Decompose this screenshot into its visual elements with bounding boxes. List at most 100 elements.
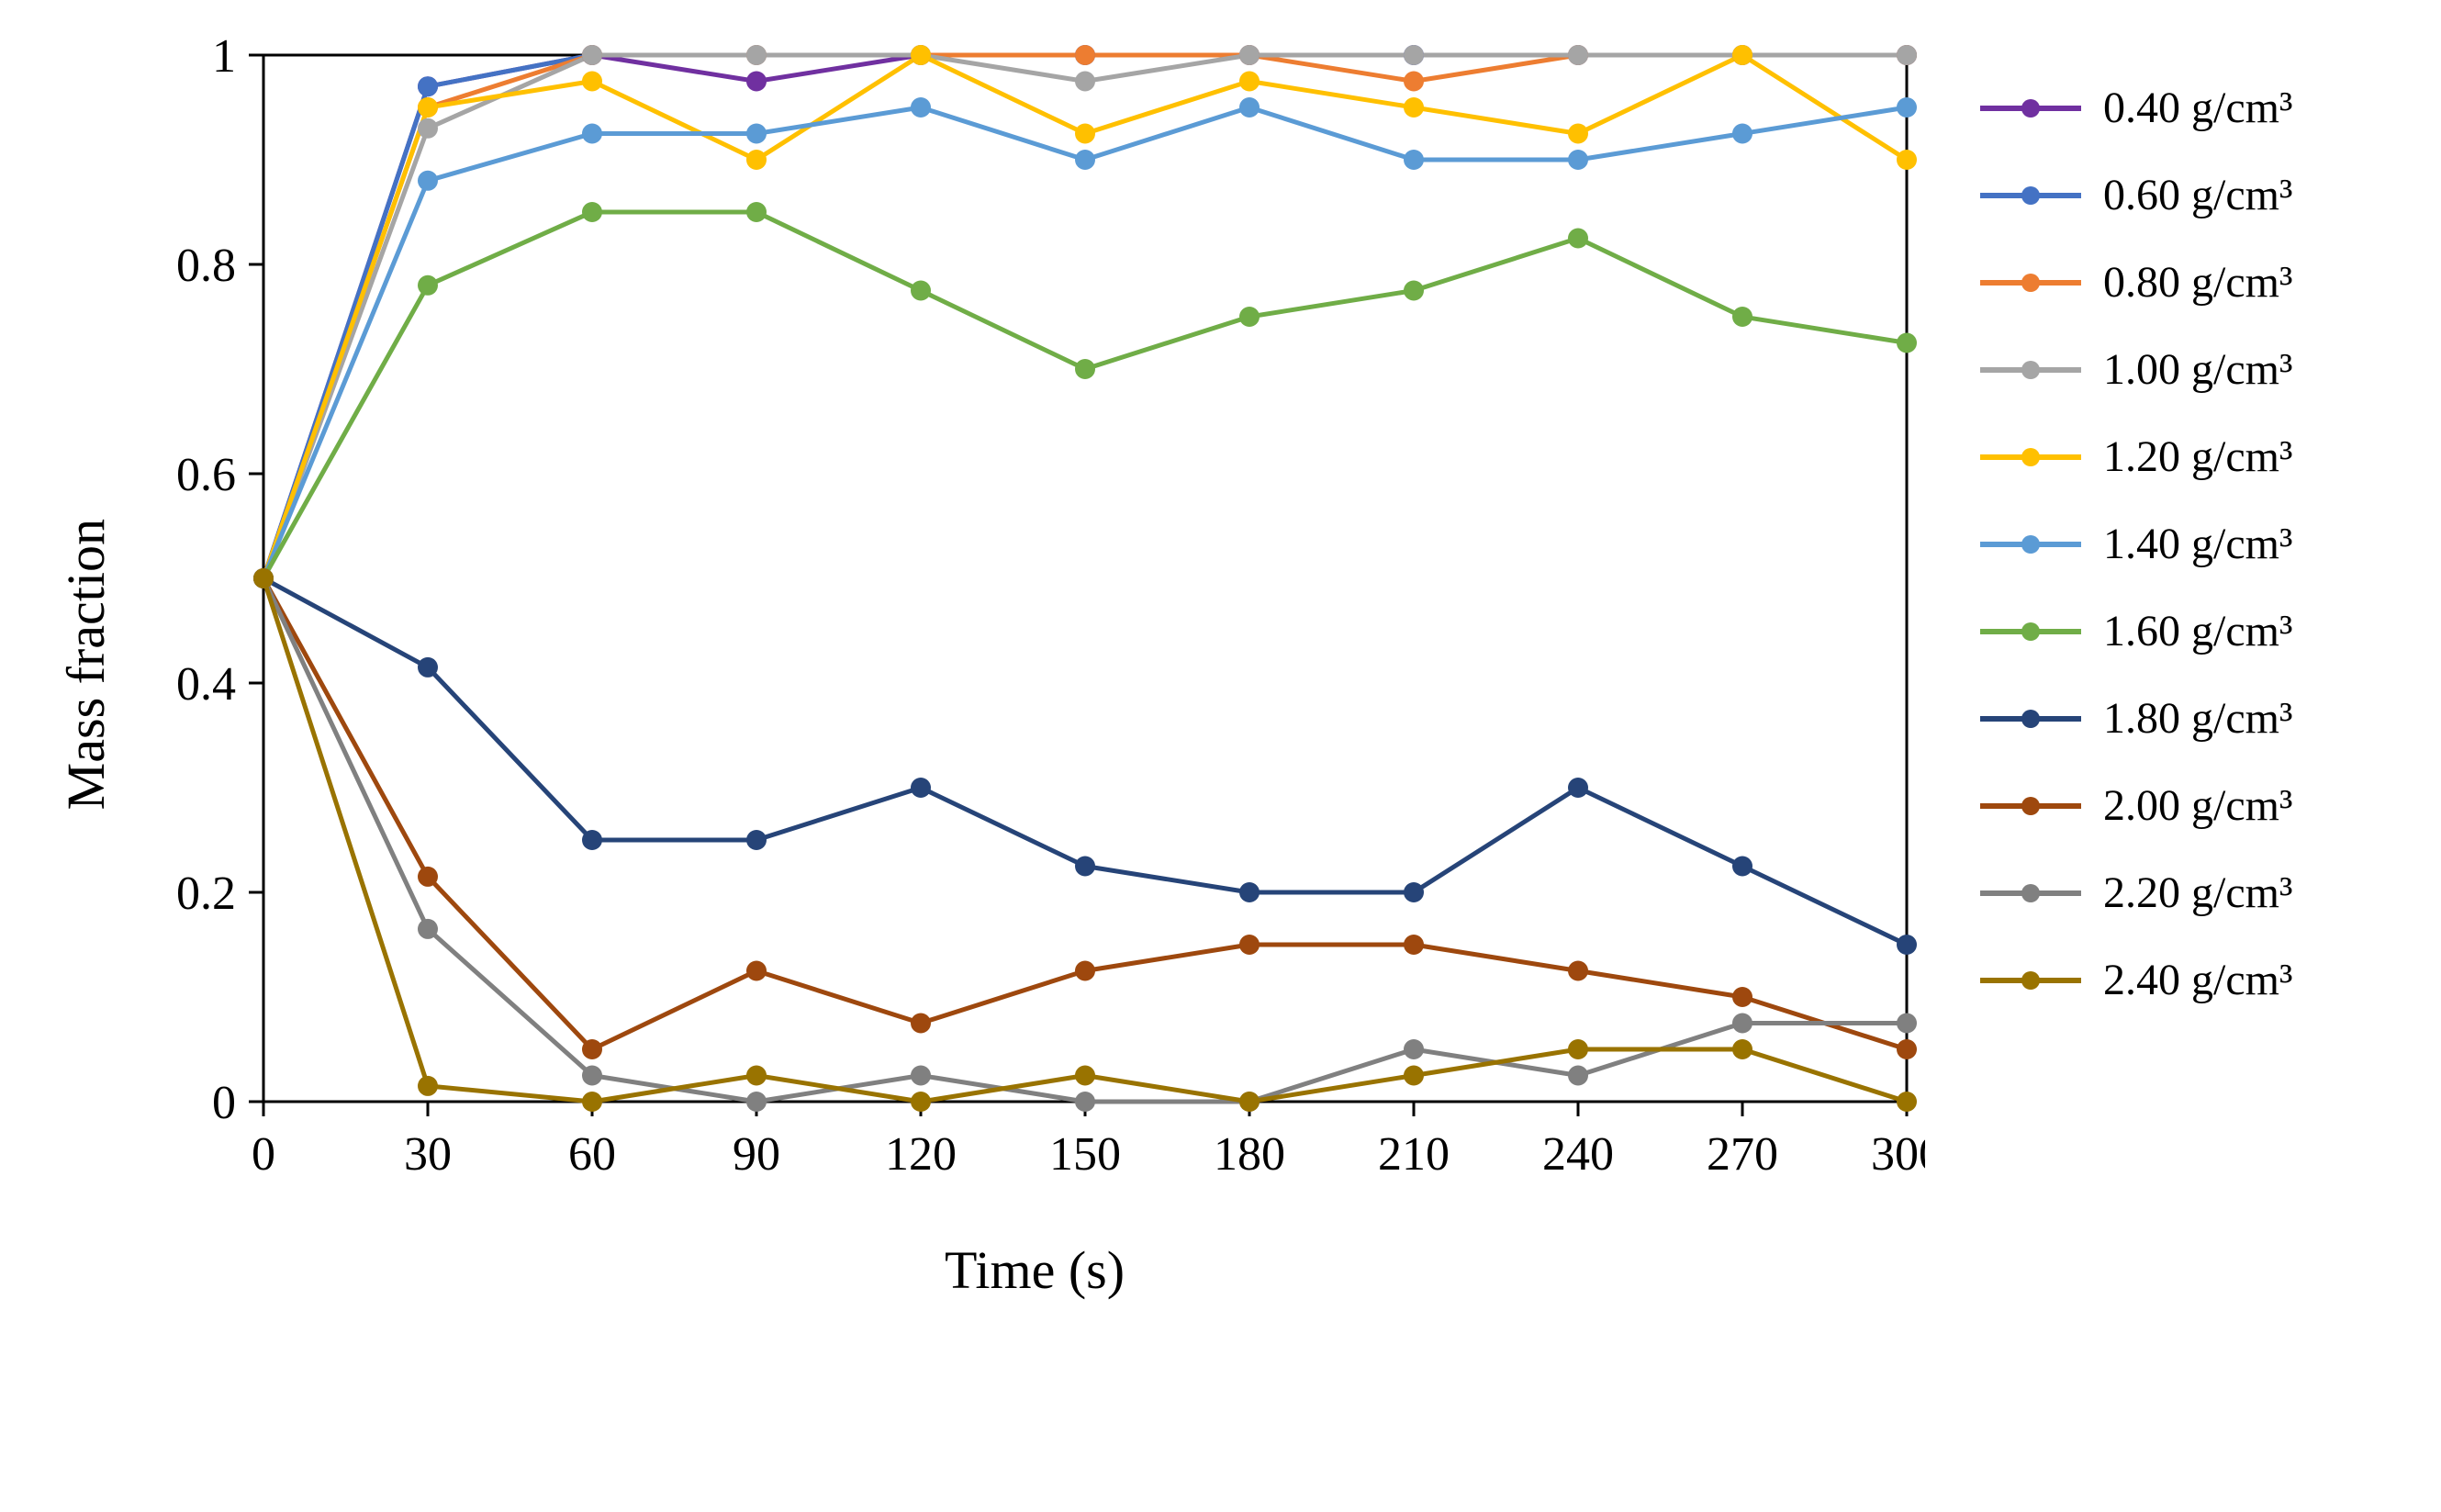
series-marker bbox=[746, 1066, 767, 1086]
series-marker bbox=[1568, 229, 1588, 249]
x-tick-label: 270 bbox=[1707, 1128, 1778, 1181]
legend-label: 1.80 g/cm³ bbox=[2103, 693, 2292, 744]
series-marker bbox=[1404, 150, 1424, 170]
legend-swatch-line bbox=[1980, 193, 2081, 198]
legend-swatch-line bbox=[1980, 454, 2081, 460]
series-marker bbox=[418, 76, 438, 96]
legend-label: 0.40 g/cm³ bbox=[2103, 83, 2292, 133]
series-marker bbox=[418, 118, 438, 139]
legend-label: 0.80 g/cm³ bbox=[2103, 257, 2292, 308]
series-marker bbox=[1732, 307, 1752, 327]
series-marker bbox=[911, 1092, 931, 1112]
legend-swatch-marker bbox=[2021, 710, 2040, 728]
legend-label: 2.00 g/cm³ bbox=[2103, 780, 2292, 831]
legend-swatch-marker bbox=[2021, 884, 2040, 902]
series-marker bbox=[1568, 778, 1588, 798]
legend-item: 2.40 g/cm³ bbox=[1980, 955, 2292, 1005]
series-marker bbox=[582, 202, 602, 222]
series-marker bbox=[1239, 1092, 1260, 1112]
series-marker bbox=[1239, 882, 1260, 902]
series-marker bbox=[418, 919, 438, 939]
series-marker bbox=[1568, 45, 1588, 65]
x-tick-label: 210 bbox=[1378, 1128, 1450, 1181]
series-marker bbox=[1239, 72, 1260, 92]
legend-label: 1.60 g/cm³ bbox=[2103, 606, 2292, 656]
legend-swatch-marker bbox=[2021, 186, 2040, 205]
legend-swatch-line bbox=[1980, 542, 2081, 547]
series-marker bbox=[1732, 45, 1752, 65]
series-marker bbox=[418, 275, 438, 296]
series-marker bbox=[1239, 307, 1260, 327]
legend-swatch-line bbox=[1980, 367, 2081, 373]
series-marker bbox=[911, 1066, 931, 1086]
series-marker bbox=[1568, 961, 1588, 981]
legend-item: 0.40 g/cm³ bbox=[1980, 83, 2292, 133]
series-line bbox=[263, 578, 1907, 945]
y-tick-label: 0.8 bbox=[176, 240, 236, 292]
series-marker bbox=[1732, 1014, 1752, 1034]
series-marker bbox=[1075, 72, 1095, 92]
series-marker bbox=[1568, 1039, 1588, 1059]
legend-item: 1.00 g/cm³ bbox=[1980, 344, 2292, 395]
legend-swatch-line bbox=[1980, 890, 2081, 896]
series-marker bbox=[1239, 935, 1260, 955]
series-marker bbox=[911, 1014, 931, 1034]
series-marker bbox=[1732, 1039, 1752, 1059]
series-marker bbox=[1075, 1066, 1095, 1086]
series-marker bbox=[1568, 1066, 1588, 1086]
series-marker bbox=[582, 1039, 602, 1059]
series-marker bbox=[1075, 45, 1095, 65]
legend-swatch-line bbox=[1980, 978, 2081, 983]
chart-stage: Mass fraction 03060901201501802102402703… bbox=[0, 0, 2441, 1512]
legend-swatch-line bbox=[1980, 280, 2081, 286]
series-marker bbox=[418, 171, 438, 191]
legend-swatch-marker bbox=[2021, 361, 2040, 379]
series-marker bbox=[1568, 124, 1588, 144]
series-marker bbox=[911, 97, 931, 118]
series-marker bbox=[1404, 72, 1424, 92]
series-marker bbox=[746, 72, 767, 92]
y-tick-label: 0.6 bbox=[176, 449, 236, 501]
x-axis-label: Time (s) bbox=[144, 1239, 1925, 1301]
series-marker bbox=[746, 1092, 767, 1112]
series-marker bbox=[1404, 882, 1424, 902]
series-marker bbox=[911, 778, 931, 798]
legend-item: 0.80 g/cm³ bbox=[1980, 257, 2292, 308]
legend-label: 1.00 g/cm³ bbox=[2103, 344, 2292, 395]
legend-label: 2.20 g/cm³ bbox=[2103, 868, 2292, 918]
x-tick-label: 120 bbox=[885, 1128, 957, 1181]
x-tick-label: 240 bbox=[1542, 1128, 1614, 1181]
series-marker bbox=[1732, 124, 1752, 144]
legend-swatch-marker bbox=[2021, 448, 2040, 466]
legend-label: 1.20 g/cm³ bbox=[2103, 431, 2292, 482]
series-line bbox=[263, 578, 1907, 1102]
series-marker bbox=[1075, 359, 1095, 379]
series-marker bbox=[1732, 857, 1752, 877]
series-line bbox=[263, 578, 1907, 1102]
series-marker bbox=[911, 281, 931, 301]
plot-column: 030609012015018021024027030000.20.40.60.… bbox=[144, 28, 1925, 1301]
legend-swatch-line bbox=[1980, 803, 2081, 809]
series-marker bbox=[1075, 857, 1095, 877]
x-tick-label: 60 bbox=[568, 1128, 616, 1181]
x-tick-label: 30 bbox=[404, 1128, 452, 1181]
legend-swatch-line bbox=[1980, 106, 2081, 111]
series-marker bbox=[1897, 1039, 1917, 1059]
series-marker bbox=[1239, 45, 1260, 65]
series-marker bbox=[746, 202, 767, 222]
legend-item: 1.40 g/cm³ bbox=[1980, 519, 2292, 569]
series-marker bbox=[253, 568, 274, 588]
series-marker bbox=[1404, 1066, 1424, 1086]
series-marker bbox=[1075, 1092, 1095, 1112]
legend-swatch-marker bbox=[2021, 535, 2040, 554]
series-marker bbox=[746, 45, 767, 65]
series-marker bbox=[582, 124, 602, 144]
series-marker bbox=[1075, 150, 1095, 170]
series-marker bbox=[418, 657, 438, 678]
series-marker bbox=[1404, 1039, 1424, 1059]
series-marker bbox=[1897, 333, 1917, 353]
series-marker bbox=[746, 961, 767, 981]
series-marker bbox=[1897, 935, 1917, 955]
series-marker bbox=[582, 1092, 602, 1112]
legend-label: 2.40 g/cm³ bbox=[2103, 955, 2292, 1005]
